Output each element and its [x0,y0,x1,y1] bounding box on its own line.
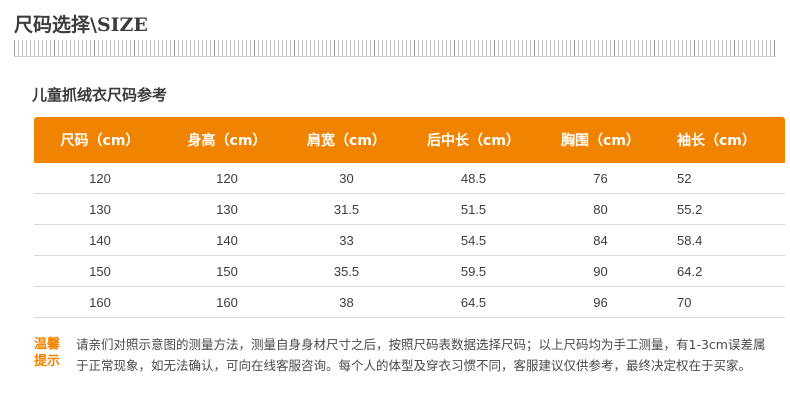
cell-height: 160 [166,286,288,318]
column-header-size: 尺码（cm） [34,117,166,163]
cell-chest: 76 [542,163,659,194]
cell-size: 140 [34,224,166,256]
size-table-body: 120 120 30 48.5 76 52 130 130 31.5 51.5 … [34,163,785,318]
column-header-chest: 胸围（cm） [542,117,659,163]
warm-tips-label: 温馨 提示 [34,334,76,370]
cell-center-back-length: 51.5 [405,193,542,225]
table-header-row: 尺码（cm） 身高（cm） 肩宽（cm） 后中长（cm） 胸围（cm） 袖长（c… [34,117,785,163]
table-row: 130 130 31.5 51.5 80 55.2 [34,193,785,225]
size-table-wrapper: 尺码（cm） 身高（cm） 肩宽（cm） 后中长（cm） 胸围（cm） 袖长（c… [34,117,785,318]
cell-center-back-length: 48.5 [405,163,542,194]
warm-tips-label-line1: 温馨 [34,337,61,352]
cell-size: 150 [34,255,166,287]
cell-sleeve: 52 [659,163,785,194]
cell-chest: 90 [542,255,659,287]
size-table-head: 尺码（cm） 身高（cm） 肩宽（cm） 后中长（cm） 胸围（cm） 袖长（c… [34,117,785,163]
warm-tips-line-1: 请亲们对照示意图的测量方法，测量自身身材尺寸之后，按照尺码表数据选择尺码；以上尺… [76,337,766,352]
warm-tips-note: 温馨 提示 请亲们对照示意图的测量方法，测量自身身材尺寸之后，按照尺码表数据选择… [34,334,765,376]
cell-sleeve: 64.2 [659,255,785,287]
cell-chest: 84 [542,224,659,256]
cell-center-back-length: 59.5 [405,255,542,287]
warm-tips-text: 请亲们对照示意图的测量方法，测量自身身材尺寸之后，按照尺码表数据选择尺码；以上尺… [76,334,765,376]
cell-chest: 96 [542,286,659,318]
table-row: 150 150 35.5 59.5 90 64.2 [34,255,785,287]
table-row: 120 120 30 48.5 76 52 [34,163,785,194]
table-row: 160 160 38 64.5 96 70 [34,286,785,318]
column-header-sleeve: 袖长（cm） [659,117,785,163]
warm-tips-line-2: 于正常现象，如无法确认，可向在线客服咨询。每个人的体型及穿衣习惯不同，客服建议仅… [76,358,752,373]
page-header: 尺码选择\SIZE [0,0,790,60]
cell-center-back-length: 54.5 [405,224,542,256]
cell-size: 160 [34,286,166,318]
cell-shoulder: 31.5 [288,193,405,225]
cell-sleeve: 55.2 [659,193,785,225]
cell-center-back-length: 64.5 [405,286,542,318]
size-table: 尺码（cm） 身高（cm） 肩宽（cm） 后中长（cm） 胸围（cm） 袖长（c… [34,117,785,318]
cell-size: 130 [34,193,166,225]
column-header-shoulder: 肩宽（cm） [288,117,405,163]
warm-tips-label-line2: 提示 [34,354,61,369]
column-header-height: 身高（cm） [166,117,288,163]
cell-sleeve: 58.4 [659,224,785,256]
cell-shoulder: 30 [288,163,405,194]
section-title: 儿童抓绒衣尺码参考 [32,86,168,104]
ruler-major-ticks [14,40,776,56]
table-row: 140 140 33 54.5 84 58.4 [34,224,785,256]
cell-shoulder: 35.5 [288,255,405,287]
cell-shoulder: 38 [288,286,405,318]
cell-height: 130 [166,193,288,225]
column-header-center-back-length: 后中长（cm） [405,117,542,163]
page-title: 尺码选择\SIZE [14,14,148,36]
cell-size: 120 [34,163,166,194]
cell-height: 120 [166,163,288,194]
cell-sleeve: 70 [659,286,785,318]
cell-height: 140 [166,224,288,256]
cell-chest: 80 [542,193,659,225]
cell-height: 150 [166,255,288,287]
cell-shoulder: 33 [288,224,405,256]
